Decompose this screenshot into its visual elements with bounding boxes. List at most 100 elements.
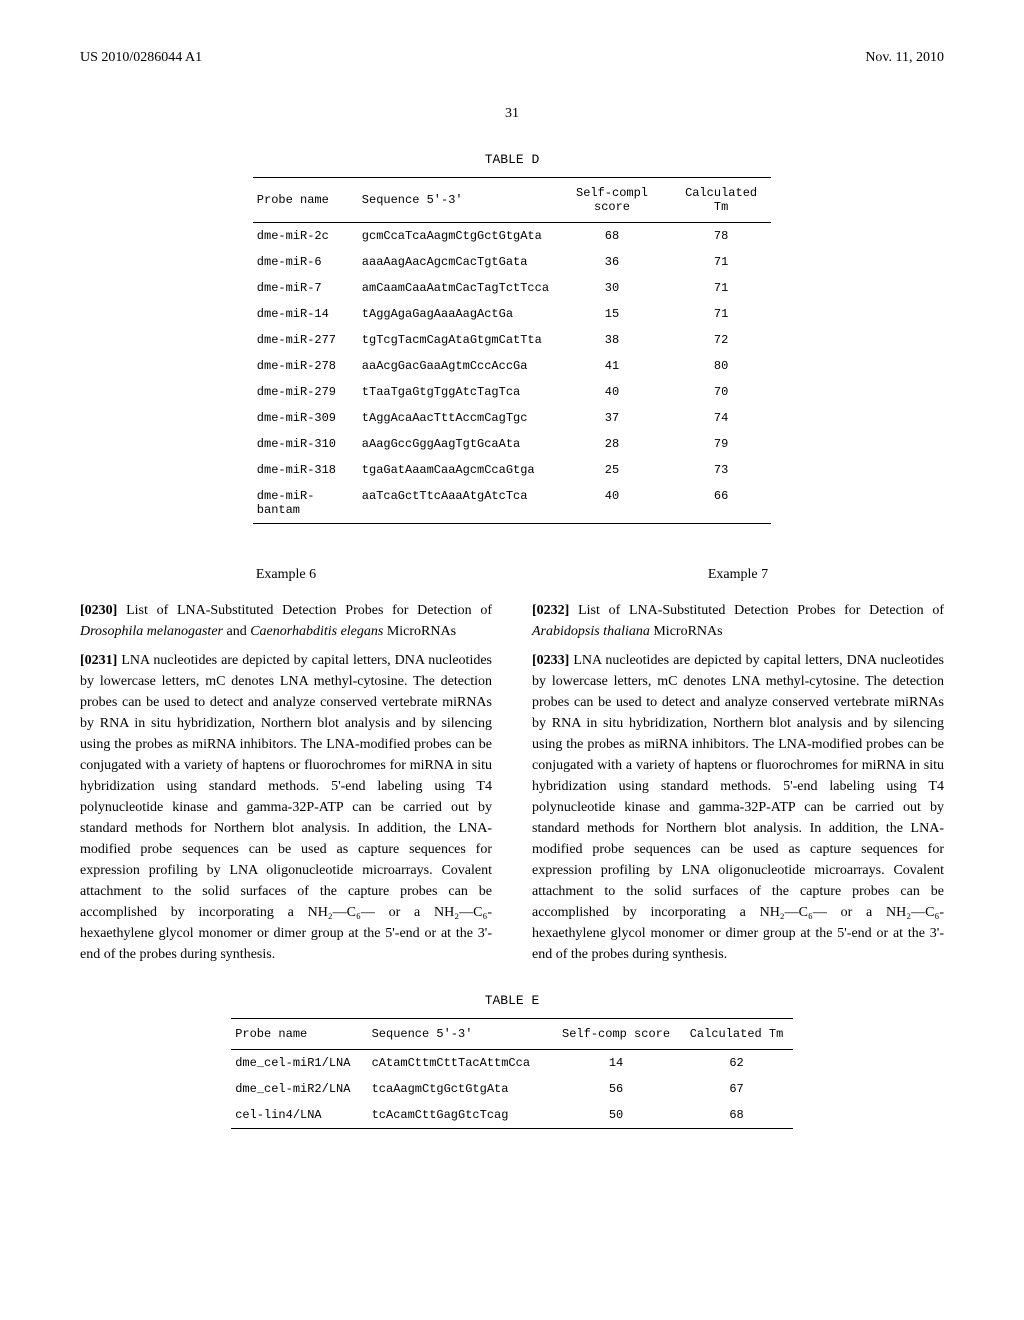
table-cell-tm: 67 [680,1076,793,1102]
table-cell-probe: dme-miR-318 [253,457,358,483]
table-cell-selfcompl: 36 [553,249,671,275]
table-cell-sequence: tgaGatAaamCaaAgcmCcaGtga [358,457,553,483]
patent-number: US 2010/0286044 A1 [80,50,202,66]
table-cell-sequence: aaAcgGacGaaAgtmCccAccGa [358,353,553,379]
table-e-header-probe: Probe name [231,1019,367,1050]
example-7-title: Example 7 [532,564,944,585]
table-row: dme-miR-14tAggAgaGagAaaAagActGa1571 [253,301,771,327]
table-cell-tm: 79 [671,431,771,457]
table-cell-tm: 71 [671,249,771,275]
table-row: dme-miR-318tgaGatAaamCaaAgcmCcaGtga2573 [253,457,771,483]
columns-container: Example 6 [0230] List of LNA-Substituted… [80,554,944,973]
table-row: dme-miR-310aAagGccGggAagTgtGcaAta2879 [253,431,771,457]
para-0230-italic1: Drosophila melanogaster [80,624,223,639]
table-cell-probe: dme-miR-7 [253,275,358,301]
table-e-header-selfcomp: Self-comp score [552,1019,680,1050]
table-e-container: TABLE E Probe name Sequence 5'-3' Self-c… [231,993,793,1129]
table-d-title: TABLE D [253,152,771,167]
table-cell-sequence: tcaAagmCtgGctGtgAta [368,1076,552,1102]
table-cell-sequence: aaaAagAacAgcmCacTgtGata [358,249,553,275]
table-cell-tm: 71 [671,301,771,327]
para-0232-italic: Arabidopsis thaliana [532,624,650,639]
para-0232: [0232] List of LNA-Substituted Detection… [532,600,944,642]
table-d-header-tm: Calculated Tm [671,178,771,223]
table-row: dme_cel-miR1/LNAcAtamCttmCttTacAttmCca14… [231,1050,793,1077]
table-cell-tm: 68 [680,1102,793,1129]
table-cell-selfcomp: 14 [552,1050,680,1077]
table-cell-selfcompl: 38 [553,327,671,353]
table-cell-selfcompl: 37 [553,405,671,431]
para-0230-end: MicroRNAs [383,624,456,639]
table-row: dme-miR-279tTaaTgaGtgTggAtcTagTca4070 [253,379,771,405]
table-cell-selfcomp: 50 [552,1102,680,1129]
table-cell-tm: 72 [671,327,771,353]
right-column: Example 7 [0232] List of LNA-Substituted… [532,554,944,973]
table-cell-probe: dme-miR-14 [253,301,358,327]
table-cell-selfcompl: 28 [553,431,671,457]
table-cell-probe: dme-miR-279 [253,379,358,405]
table-cell-selfcompl: 41 [553,353,671,379]
table-cell-selfcomp: 56 [552,1076,680,1102]
patent-date: Nov. 11, 2010 [865,50,944,66]
table-cell-sequence: tAggAcaAacTttAccmCagTgc [358,405,553,431]
table-cell-selfcompl: 40 [553,483,671,524]
table-d-header-selfcompl: Self-compl score [553,178,671,223]
table-cell-sequence: cAtamCttmCttTacAttmCca [368,1050,552,1077]
table-cell-sequence: aaTcaGctTtcAaaAtgAtcTca [358,483,553,524]
table-d-header-sequence: Sequence 5'-3' [358,178,553,223]
table-cell-probe: dme-miR-6 [253,249,358,275]
table-row: dme-miR-278aaAcgGacGaaAgtmCccAccGa4180 [253,353,771,379]
table-cell-sequence: tgTcgTacmCagAtaGtgmCatTta [358,327,553,353]
para-0230-num: [0230] [80,603,117,618]
table-e-header-tm: Calculated Tm [680,1019,793,1050]
table-cell-sequence: gcmCcaTcaAagmCtgGctGtgAta [358,223,553,250]
table-row: dme-miR-277tgTcgTacmCagAtaGtgmCatTta3872 [253,327,771,353]
example-6-title: Example 6 [80,564,492,585]
table-row: dme-miR-6aaaAagAacAgcmCacTgtGata3671 [253,249,771,275]
table-d-container: TABLE D Probe name Sequence 5'-3' Self-c… [253,152,771,524]
para-0231-text: LNA nucleotides are depicted by capital … [80,653,492,962]
table-cell-tm: 78 [671,223,771,250]
para-0232-num: [0232] [532,603,569,618]
table-e-header-sequence: Sequence 5'-3' [368,1019,552,1050]
para-0230: [0230] List of LNA-Substituted Detection… [80,600,492,642]
table-row: dme-miR-2cgcmCcaTcaAagmCtgGctGtgAta6878 [253,223,771,250]
table-row: dme-miR-bantamaaTcaGctTtcAaaAtgAtcTca406… [253,483,771,524]
page-header: US 2010/0286044 A1 Nov. 11, 2010 [80,50,944,66]
table-cell-probe: dme-miR-310 [253,431,358,457]
para-0233-num: [0233] [532,653,569,668]
table-cell-tm: 80 [671,353,771,379]
table-cell-probe: dme-miR-2c [253,223,358,250]
table-row: dme-miR-7amCaamCaaAatmCacTagTctTcca3071 [253,275,771,301]
para-0231: [0231] LNA nucleotides are depicted by c… [80,650,492,965]
left-column: Example 6 [0230] List of LNA-Substituted… [80,554,492,973]
table-cell-tm: 71 [671,275,771,301]
table-cell-probe: dme_cel-miR2/LNA [231,1076,367,1102]
para-0233-text: LNA nucleotides are depicted by capital … [532,653,944,962]
para-0230-text: List of LNA-Substituted Detection Probes… [126,603,492,618]
para-0232-text: List of LNA-Substituted Detection Probes… [578,603,944,618]
table-row: dme_cel-miR2/LNAtcaAagmCtgGctGtgAta5667 [231,1076,793,1102]
para-0230-and: and [223,624,250,639]
table-cell-tm: 62 [680,1050,793,1077]
table-cell-sequence: aAagGccGggAagTgtGcaAta [358,431,553,457]
table-cell-tm: 73 [671,457,771,483]
table-cell-probe: dme-miR-bantam [253,483,358,524]
para-0230-italic2: Caenorhabditis elegans [250,624,383,639]
table-cell-probe: cel-lin4/LNA [231,1102,367,1129]
table-e: Probe name Sequence 5'-3' Self-comp scor… [231,1018,793,1129]
table-row: dme-miR-309tAggAcaAacTttAccmCagTgc3774 [253,405,771,431]
table-cell-selfcompl: 15 [553,301,671,327]
table-cell-probe: dme_cel-miR1/LNA [231,1050,367,1077]
table-row: cel-lin4/LNAtcAcamCttGagGtcTcag5068 [231,1102,793,1129]
page-number: 31 [80,106,944,122]
table-cell-tm: 70 [671,379,771,405]
table-cell-probe: dme-miR-278 [253,353,358,379]
table-cell-probe: dme-miR-309 [253,405,358,431]
para-0233: [0233] LNA nucleotides are depicted by c… [532,650,944,965]
table-cell-tm: 66 [671,483,771,524]
table-d-header-probe: Probe name [253,178,358,223]
para-0231-num: [0231] [80,653,117,668]
para-0232-end: MicroRNAs [650,624,723,639]
table-cell-probe: dme-miR-277 [253,327,358,353]
